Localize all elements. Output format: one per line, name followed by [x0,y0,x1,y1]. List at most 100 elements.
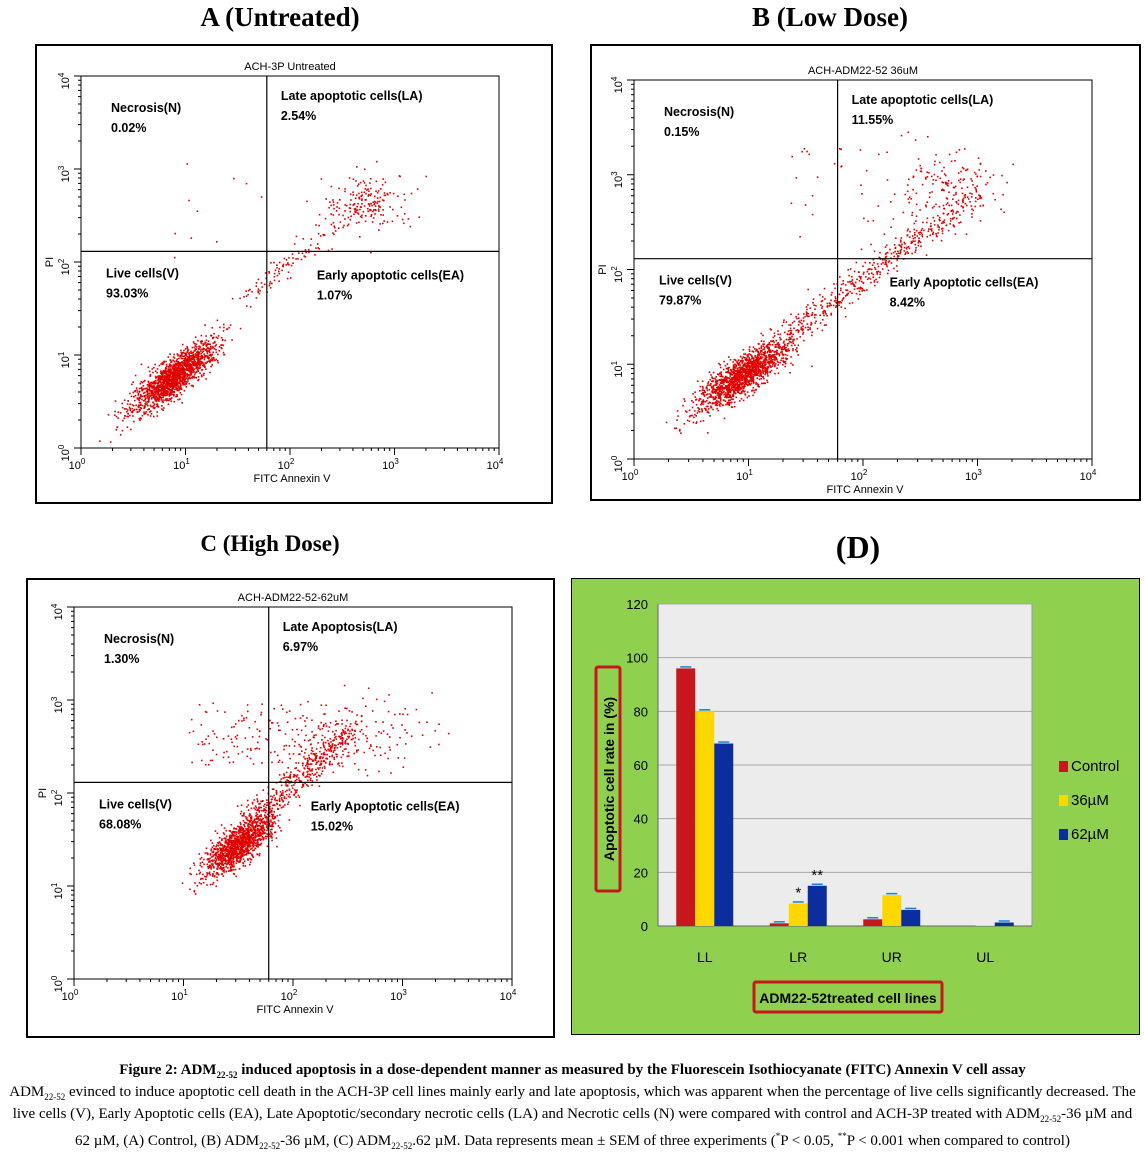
cell-point [721,378,724,381]
cell-point [728,399,730,402]
cell-point [717,386,719,389]
cell-point [784,365,786,368]
y-tick-label: 100 [50,975,65,992]
cell-point [767,347,769,350]
cell-point [271,825,273,828]
cell-point [181,402,183,404]
cell-point [750,378,753,380]
cell-point [728,372,731,374]
cell-point [301,252,304,255]
cell-point [738,378,740,381]
cell-point [235,862,238,864]
cell-point [157,387,159,389]
cell-point [199,862,202,864]
cell-point [318,213,321,216]
cell-point [774,372,776,375]
cell-point [740,397,743,400]
cell-point [290,264,293,267]
cell-point [238,845,240,848]
cell-point [821,329,824,332]
cell-point [183,362,185,364]
cell-point [180,357,183,360]
cell-point [760,353,762,355]
cell-point [748,348,751,351]
cell-point [202,350,205,353]
cell-point [191,366,193,368]
cell-point [212,874,214,876]
cell-point [742,356,745,358]
cell-point [853,284,855,286]
cell-point [767,366,769,368]
cell-point [152,389,154,392]
cell-point [976,175,979,178]
cell-point [170,375,172,378]
cell-point [211,846,214,849]
cell-point [826,306,828,308]
cell-point [364,220,367,223]
cell-point [867,220,869,223]
cell-point [121,402,123,405]
cell-point [349,218,352,221]
cell-point [352,191,354,193]
cell-point [755,368,758,371]
cell-point [334,226,336,229]
cell-point [694,396,696,398]
cell-point [253,821,256,824]
cell-point [799,336,801,338]
cell-point [728,356,730,358]
cell-point [757,385,759,387]
cell-point [716,382,719,385]
cell-point [166,386,169,388]
cell-point [869,278,872,280]
cell-point [748,382,751,385]
cell-point [755,350,757,352]
cell-point [830,304,832,307]
cell-point [723,379,726,382]
cell-point [679,428,681,431]
cell-point [147,404,149,407]
cell-point [879,271,881,273]
cell-point [793,327,795,330]
cell-point [212,351,215,354]
cell-point [231,832,233,834]
cell-point [797,344,800,347]
cell-point [156,382,158,385]
cell-point [209,345,212,348]
cell-point [318,248,320,250]
cell-point [260,815,262,818]
y-tick-label: 100 [610,455,625,472]
cell-point [884,256,887,258]
cell-point [202,362,204,364]
cell-point [757,367,760,370]
cell-point [930,175,933,178]
cell-point [728,395,731,397]
cell-point [954,160,956,162]
cell-point [167,369,169,371]
cell-point [229,854,232,856]
cell-point [251,824,254,826]
cell-point [780,351,782,354]
cell-point [176,393,178,396]
cell-point [765,355,767,357]
cell-point [712,396,715,399]
cell-point [957,199,960,202]
cell-point [762,371,764,373]
cell-point [739,392,742,395]
cell-point [308,251,310,254]
cell-point [725,395,727,397]
cell-point [915,215,918,217]
cell-point [190,384,193,387]
cell-point [256,840,259,842]
cell-point [143,394,146,397]
cell-point [885,259,888,262]
cell-point [157,393,160,396]
cell-point [752,379,755,381]
cell-point [893,267,895,270]
cell-point [372,210,374,213]
cell-point [238,857,241,859]
cell-point [971,208,973,210]
cell-point [709,402,711,404]
cell-point [177,354,180,356]
cell-point [870,281,872,284]
cell-point [868,277,870,279]
